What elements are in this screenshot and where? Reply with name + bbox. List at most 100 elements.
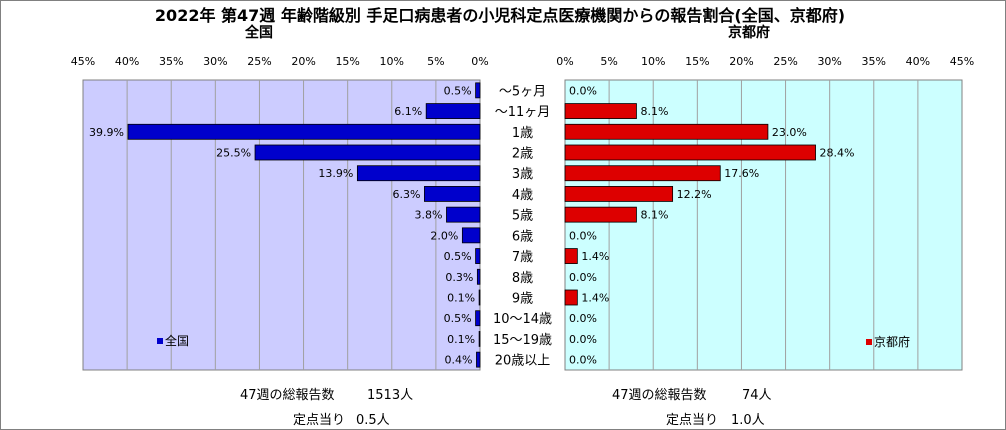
left-data-label: 0.5% [444, 312, 472, 325]
left-tick-label: 15% [335, 55, 359, 68]
right-chart-subtitle: 京都府 [728, 25, 770, 41]
category-label: 9歳 [512, 292, 533, 307]
left-per-label: 定点当り [293, 413, 346, 428]
left-tick-label: 45% [71, 55, 95, 68]
left-bar [475, 310, 481, 327]
left-tick-label: 0% [471, 55, 488, 68]
left-tick-label: 5% [427, 55, 444, 68]
category-label: 20歳以上 [495, 354, 551, 369]
left-bar [425, 103, 481, 119]
right-per-label: 定点当り [666, 413, 719, 428]
category-label: 3歳 [512, 167, 533, 182]
left-data-label: 0.3% [445, 271, 473, 284]
right-tick-label: 40% [906, 55, 930, 68]
category-label: 7歳 [512, 250, 533, 265]
left-data-label: 0.1% [447, 333, 475, 346]
left-bar [356, 165, 481, 182]
left-data-label: 0.1% [447, 292, 475, 305]
right-tick-label: 45% [950, 55, 974, 68]
left-bar [127, 123, 481, 140]
category-label: 6歳 [512, 229, 533, 244]
left-data-label: 0.5% [444, 84, 472, 97]
left-bar [478, 331, 481, 347]
right-plot-area [564, 79, 963, 371]
right-bar [564, 206, 637, 223]
left-data-label: 2.0% [430, 229, 458, 242]
right-bar [564, 103, 637, 119]
category-label: 2歳 [512, 147, 533, 162]
right-bar [564, 248, 578, 264]
left-tick-label: 25% [247, 55, 271, 68]
right-legend-label: 京都府 [874, 334, 910, 349]
right-tick-label: 30% [817, 55, 841, 68]
right-data-label: 23.0% [772, 126, 807, 139]
right-legend-swatch [866, 339, 872, 345]
right-tick-label: 20% [729, 55, 753, 68]
category-label: ～11ヶ月 [495, 105, 551, 120]
right-tick-label: 25% [773, 55, 797, 68]
left-total-value: 1513人 [367, 388, 414, 403]
left-bar [446, 206, 481, 223]
left-bar [254, 144, 481, 161]
right-data-label: 17.6% [724, 167, 759, 180]
left-data-label: 13.9% [318, 167, 353, 180]
left-bar [478, 289, 481, 306]
left-legend-label: 全国 [165, 333, 189, 348]
right-data-label: 0.0% [569, 271, 597, 284]
right-per-value: 1.0人 [731, 413, 765, 428]
left-bar [424, 186, 481, 202]
right-data-label: 1.4% [581, 250, 609, 263]
left-bar [476, 351, 481, 368]
category-label: 8歳 [512, 271, 533, 286]
left-data-label: 6.1% [394, 105, 422, 118]
left-data-label: 6.3% [392, 188, 420, 201]
left-data-label: 0.5% [444, 250, 472, 263]
right-data-label: 0.0% [569, 84, 597, 97]
left-tick-label: 10% [380, 55, 404, 68]
right-data-label: 1.4% [581, 292, 609, 305]
left-per-value: 0.5人 [356, 413, 390, 428]
right-data-label: 8.1% [640, 105, 668, 118]
left-total-label: 47週の総報告数 [240, 388, 335, 403]
right-tick-label: 10% [641, 55, 665, 68]
left-data-label: 25.5% [216, 147, 251, 160]
right-tick-label: 15% [685, 55, 709, 68]
left-bar [476, 268, 481, 285]
category-label: 15～19歳 [493, 333, 552, 348]
left-data-label: 3.8% [415, 209, 443, 222]
right-total-value: 74人 [742, 388, 772, 403]
right-data-label: 0.0% [569, 312, 597, 325]
right-data-label: 0.0% [569, 333, 597, 346]
right-data-label: 0.0% [569, 229, 597, 242]
left-legend-swatch [157, 338, 163, 344]
left-plot-area [82, 79, 481, 371]
category-label: 1歳 [512, 126, 533, 141]
category-label: 10～14歳 [493, 312, 552, 327]
category-label: 4歳 [512, 188, 533, 203]
right-data-label: 8.1% [640, 209, 668, 222]
category-label: ～5ヶ月 [499, 84, 546, 99]
left-tick-label: 40% [115, 55, 139, 68]
left-bar [475, 248, 481, 264]
left-chart-subtitle: 全国 [245, 25, 273, 41]
left-data-label: 39.9% [89, 126, 124, 139]
left-tick-label: 20% [291, 55, 315, 68]
chart-title: 2022年 第47週 年齢階級別 手足口病患者の小児科定点医療機関からの報告割合… [154, 6, 846, 25]
left-bar [461, 227, 481, 244]
right-bar [564, 144, 816, 161]
left-tick-label: 35% [159, 55, 183, 68]
left-bar [475, 82, 481, 99]
right-tick-label: 5% [600, 55, 617, 68]
right-bar [564, 165, 721, 182]
left-data-label: 0.4% [445, 354, 473, 367]
right-total-label: 47週の総報告数 [612, 388, 707, 403]
right-tick-label: 35% [862, 55, 886, 68]
right-tick-label: 0% [556, 55, 573, 68]
right-bar [564, 123, 769, 140]
right-bar [564, 186, 674, 202]
category-label: 5歳 [512, 209, 533, 224]
right-data-label: 0.0% [569, 354, 597, 367]
right-data-label: 12.2% [677, 188, 712, 201]
right-data-label: 28.4% [820, 147, 855, 160]
